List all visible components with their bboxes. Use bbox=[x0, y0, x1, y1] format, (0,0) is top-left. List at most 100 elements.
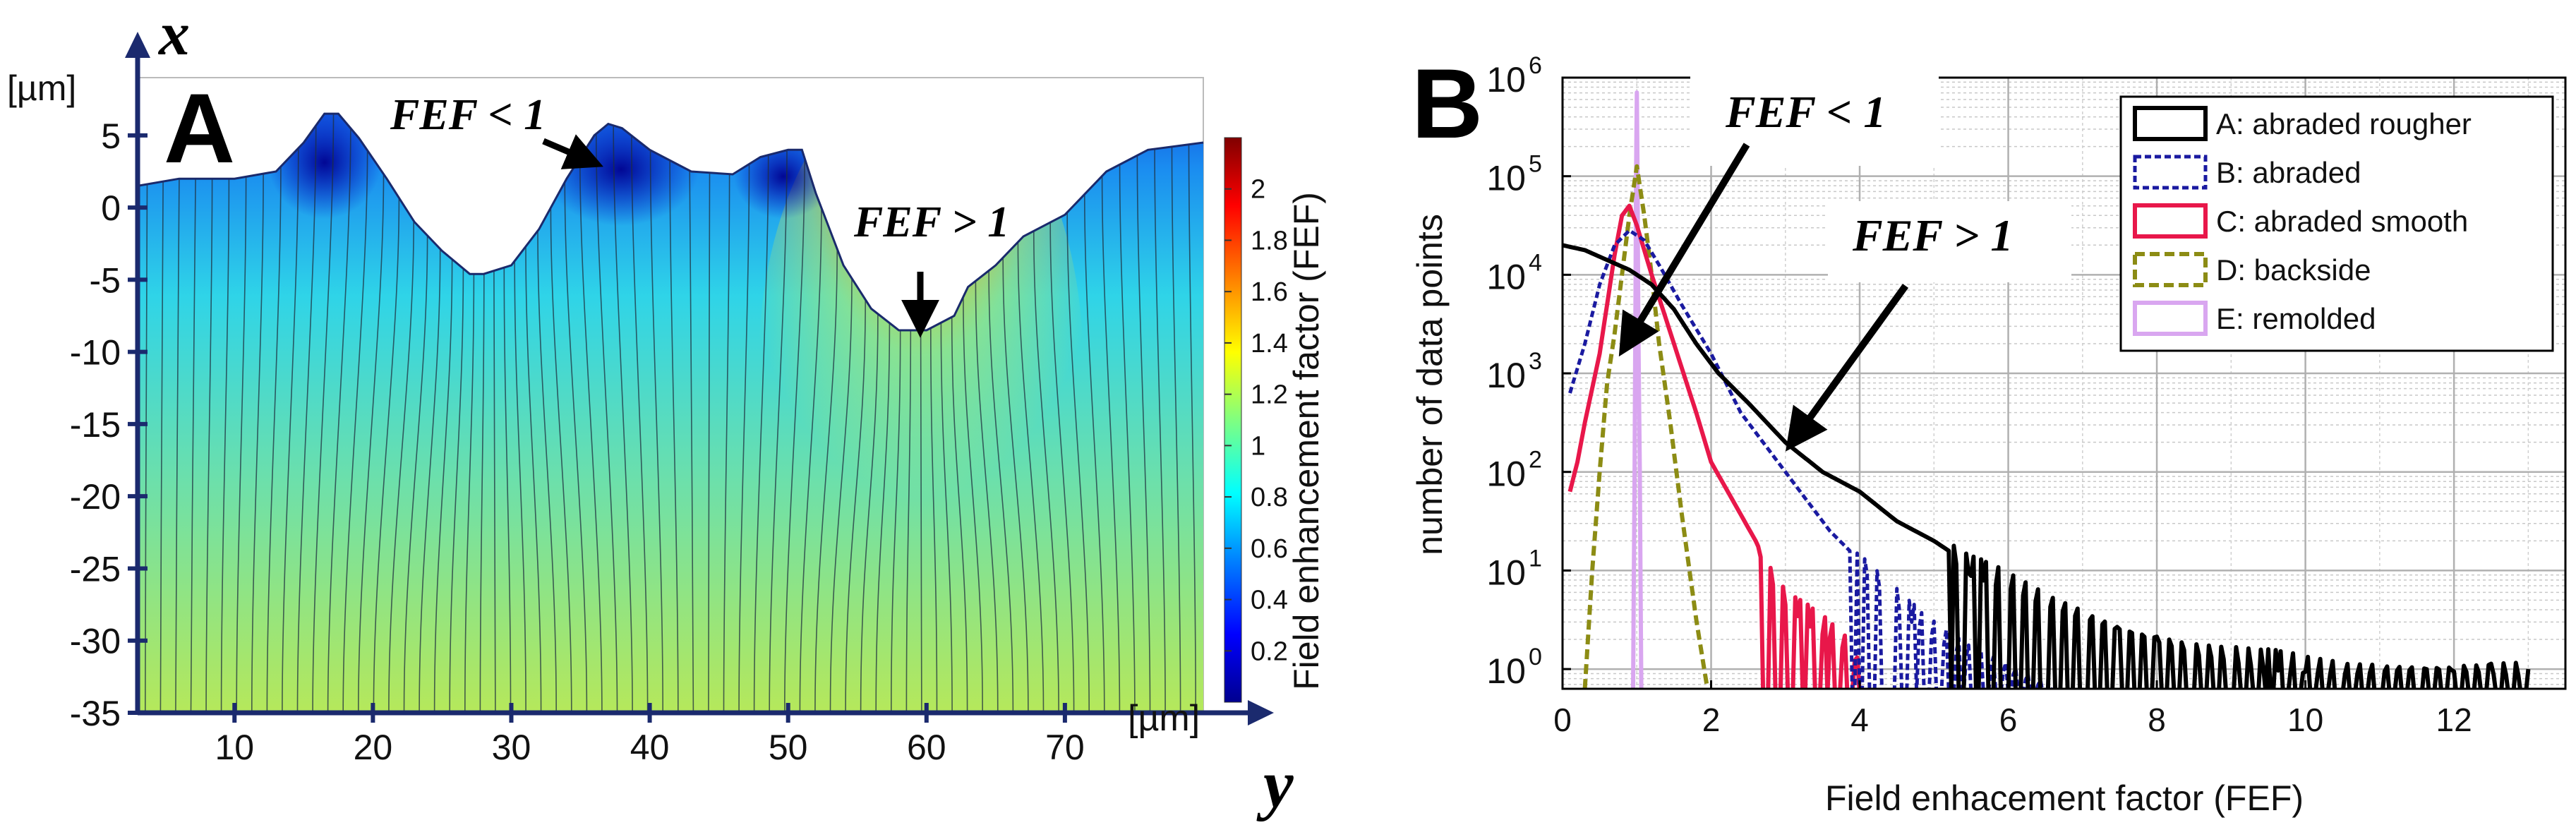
colorbar-tick-label: 0.8 bbox=[1251, 483, 1288, 512]
legend-label-b: B: abraded bbox=[2216, 156, 2361, 189]
panel-b-y-tick-exponent: 1 bbox=[1529, 545, 1542, 572]
colorbar: 2 1.8 1.6 1.4 1.2 1 0.8 0.6 0.4 0.2 bbox=[1224, 137, 1288, 703]
streamline bbox=[312, 114, 335, 713]
colorbar-tick-label: 0.6 bbox=[1251, 534, 1288, 564]
streamline bbox=[596, 133, 618, 713]
panel-a-x-tick-label: 50 bbox=[769, 728, 808, 767]
panel-a-y-tick-label: -25 bbox=[70, 549, 121, 589]
panel-a-x-tick-label: 40 bbox=[630, 728, 670, 767]
arrow-a-fef-lt-1 bbox=[542, 134, 603, 169]
series-line-b bbox=[1568, 229, 2053, 689]
streamline bbox=[845, 299, 866, 713]
streamline bbox=[891, 330, 901, 713]
panel-b-y-tick-exponent: 4 bbox=[1529, 249, 1542, 276]
streamline bbox=[1017, 241, 1045, 713]
streamline bbox=[564, 181, 588, 713]
annotation-a-fef-gt-1: FEF > 1 bbox=[853, 198, 1009, 246]
field-streamlines bbox=[145, 114, 1196, 713]
streamline bbox=[342, 150, 368, 713]
colorbar-tick-label: 2 bbox=[1251, 175, 1265, 205]
streamline bbox=[723, 174, 730, 713]
streamline bbox=[327, 128, 351, 713]
streamline bbox=[190, 179, 196, 713]
y-axis-variable: y bbox=[1256, 746, 1294, 821]
streamline bbox=[905, 330, 912, 713]
colorbar-tick-label: 1.6 bbox=[1251, 277, 1288, 307]
series-line-c bbox=[1567, 203, 1867, 689]
streamline bbox=[1002, 258, 1029, 713]
streamline bbox=[1119, 164, 1136, 713]
streamline bbox=[493, 270, 496, 713]
streamline bbox=[753, 155, 769, 713]
streamline bbox=[920, 330, 922, 713]
streamline bbox=[1188, 144, 1196, 713]
panel-b-y-tick-label: 10 bbox=[1486, 257, 1526, 296]
legend-label-c: C: abraded smooth bbox=[2216, 205, 2468, 238]
panel-a-y-tick-label: -30 bbox=[70, 622, 121, 661]
panel-b-y-tick-label: 10 bbox=[1486, 159, 1526, 198]
colorbar-tick-label: 0.2 bbox=[1251, 637, 1288, 666]
streamline bbox=[689, 170, 694, 713]
streamline bbox=[579, 157, 603, 713]
panel-b-y-tick-label: 10 bbox=[1486, 651, 1526, 691]
legend-swatch-d bbox=[2133, 252, 2208, 287]
surface-profile bbox=[137, 112, 1204, 332]
colorbar-scale bbox=[1224, 137, 1242, 703]
panel-b-y-tick-label: 10 bbox=[1486, 454, 1526, 494]
streamline bbox=[403, 235, 428, 713]
streamline bbox=[464, 274, 475, 713]
legend-swatch-c bbox=[2133, 203, 2208, 239]
streamline bbox=[449, 268, 464, 713]
colorbar-label: Field enhancement factor (FEF) bbox=[1287, 192, 1326, 690]
panel-b-x-tick-label: 10 bbox=[2287, 701, 2323, 738]
streamline bbox=[649, 150, 663, 713]
legend-label-a: A: abraded rougher bbox=[2216, 107, 2472, 140]
panel-b-y-tick-label: 10 bbox=[1486, 60, 1526, 100]
panel-a-y-tick-label: -20 bbox=[70, 477, 121, 517]
colorbar-tick-label: 1.2 bbox=[1251, 380, 1288, 410]
streamline bbox=[373, 198, 400, 713]
streamline bbox=[988, 270, 1014, 713]
streamline bbox=[1154, 148, 1166, 713]
panel-a-x-tick-label: 60 bbox=[907, 728, 946, 767]
legend-label-d: D: backside bbox=[2216, 253, 2371, 287]
streamline bbox=[613, 125, 633, 713]
panel-b-x-tick-label: 8 bbox=[2148, 701, 2166, 738]
panel-a-y-tick-label: 5 bbox=[101, 116, 121, 156]
streamline bbox=[799, 207, 822, 713]
streamline bbox=[251, 174, 264, 713]
streamline bbox=[433, 259, 453, 713]
streamline bbox=[419, 248, 441, 713]
panel-b-y-tick-exponent: 3 bbox=[1529, 348, 1542, 375]
panel-a-x-tick-label: 10 bbox=[215, 728, 254, 767]
annotation-b-box-1 bbox=[1690, 74, 1939, 166]
annotation-a-fef-lt-1: FEF < 1 bbox=[390, 91, 546, 139]
streamline bbox=[951, 317, 968, 713]
panel-a-y-tick-label: 0 bbox=[101, 188, 121, 228]
panel-b-y-tick-exponent: 0 bbox=[1529, 644, 1542, 670]
panel-a-y-unit: [µm] bbox=[7, 68, 76, 108]
panel-a-x-tick-label: 20 bbox=[354, 728, 393, 767]
arrow-b-fef-lt-1 bbox=[1618, 143, 1750, 357]
panel-b-legend: A: abraded rougher B: abraded C: abraded s… bbox=[2119, 95, 2554, 352]
streamline bbox=[282, 147, 299, 713]
streamline bbox=[975, 281, 999, 713]
panel-a-y-tick-label: -35 bbox=[70, 694, 121, 733]
legend-swatch-e bbox=[2133, 301, 2208, 336]
panel-a-y-axis-arrow bbox=[125, 32, 150, 58]
series-line-d bbox=[1582, 164, 1710, 689]
x-axis-variable: x bbox=[157, 0, 190, 68]
streamline bbox=[358, 174, 385, 713]
streamline bbox=[1049, 222, 1075, 713]
streamline bbox=[479, 273, 485, 713]
streamline bbox=[1084, 194, 1105, 713]
streamline bbox=[236, 176, 247, 713]
streamline bbox=[708, 172, 711, 713]
panel-label-a: A bbox=[164, 73, 235, 183]
streamline bbox=[220, 179, 230, 713]
streamline bbox=[875, 323, 891, 713]
streamline bbox=[814, 248, 838, 713]
annotation-b-fef-gt-1: FEF > 1 bbox=[1852, 210, 2013, 260]
panel-b-x-tick-label: 2 bbox=[1702, 701, 1721, 738]
